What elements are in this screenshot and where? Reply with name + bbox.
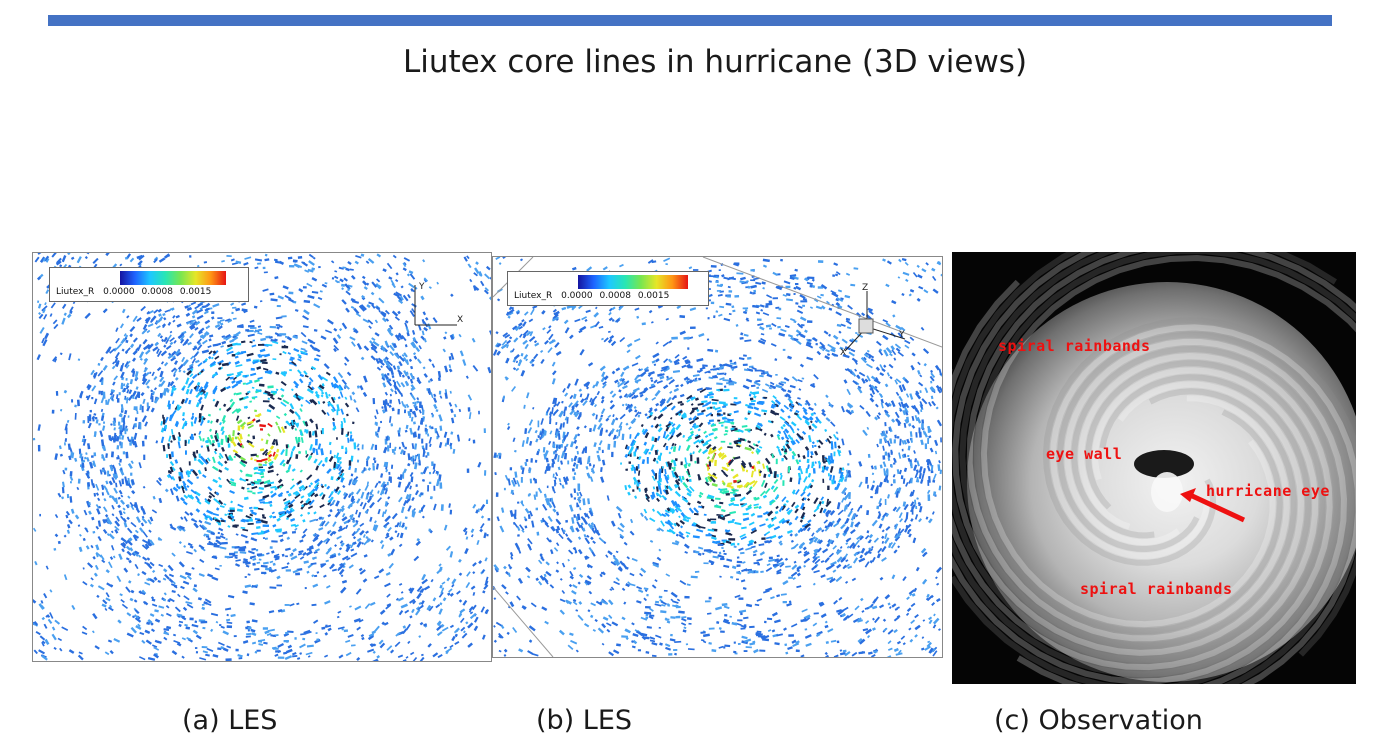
axis-label-y: Y — [898, 330, 905, 340]
slide-title: Liutex core lines in hurricane (3D views… — [402, 44, 1028, 80]
cloud-band — [1016, 339, 1348, 684]
cloud-band — [959, 252, 1337, 649]
cloud-band — [973, 252, 1356, 635]
annotation-spiral-rainbands-lower: spiral rainbands — [1080, 580, 1233, 598]
cloud-band — [952, 252, 1312, 663]
panel-a-les-top-view: Liutex_R 0.0000 0.0008 0.0015 Y X — [32, 252, 492, 662]
legend-tick: 0.0000 — [561, 291, 593, 301]
annotation-hurricane-eye: hurricane eye — [1206, 482, 1330, 500]
cloud-band — [1042, 317, 1356, 657]
cloud-band — [952, 360, 1326, 678]
panel-b-les-oblique-view: Liutex_R 0.0000 0.0008 0.0015 Z Y X — [492, 256, 943, 658]
axis-label-x: X — [840, 348, 846, 358]
frame-line — [493, 586, 554, 657]
cloud-band — [980, 254, 1356, 628]
top-rule — [48, 15, 1332, 26]
cloud-band — [952, 252, 1305, 656]
arrow-shaft — [1186, 491, 1246, 523]
legend-tick: 0.0015 — [637, 291, 670, 301]
caption-b: (b) LES — [536, 705, 633, 736]
axis-triad-b: Z Y X — [840, 283, 906, 358]
colorbar-a — [120, 271, 226, 285]
legend-tick: 0.0000 — [103, 287, 135, 297]
cloud-band — [952, 352, 1333, 684]
colorbar-legend-a: Liutex_R 0.0000 0.0008 0.0015 — [49, 267, 249, 302]
caption-c: (c) Observation — [994, 705, 1203, 736]
cloud-band — [1050, 324, 1356, 684]
caption-a: (a) LES — [182, 705, 278, 736]
axis-triad-a: Y X — [414, 282, 463, 326]
axis-label-y: Y — [418, 282, 425, 292]
cloud-band — [1057, 331, 1355, 684]
cloud-band — [966, 252, 1356, 642]
colorbar-b — [578, 275, 688, 289]
panel-c-hurricane-observation: spiral rainbands eye wall hurricane eye … — [952, 252, 1356, 684]
axis-label-x: X — [457, 315, 463, 325]
legend-tick: 0.0008 — [141, 287, 173, 297]
hurricane-satellite-image — [952, 252, 1356, 684]
annotation-spiral-rainbands-upper: spiral rainbands — [998, 337, 1151, 355]
legend-label-b: Liutex_R — [514, 291, 553, 301]
legend-tick: 0.0015 — [179, 287, 212, 297]
cloud-band — [952, 345, 1340, 684]
annotation-eye-wall: eye wall — [1046, 445, 1123, 463]
axis-label-z: Z — [862, 283, 868, 293]
legend-label-a: Liutex_R — [56, 287, 95, 297]
frame-line — [702, 257, 942, 348]
colorbar-legend-b: Liutex_R 0.0000 0.0008 0.0015 — [507, 271, 709, 306]
cloud-band — [952, 279, 1319, 671]
legend-tick: 0.0008 — [599, 291, 631, 301]
